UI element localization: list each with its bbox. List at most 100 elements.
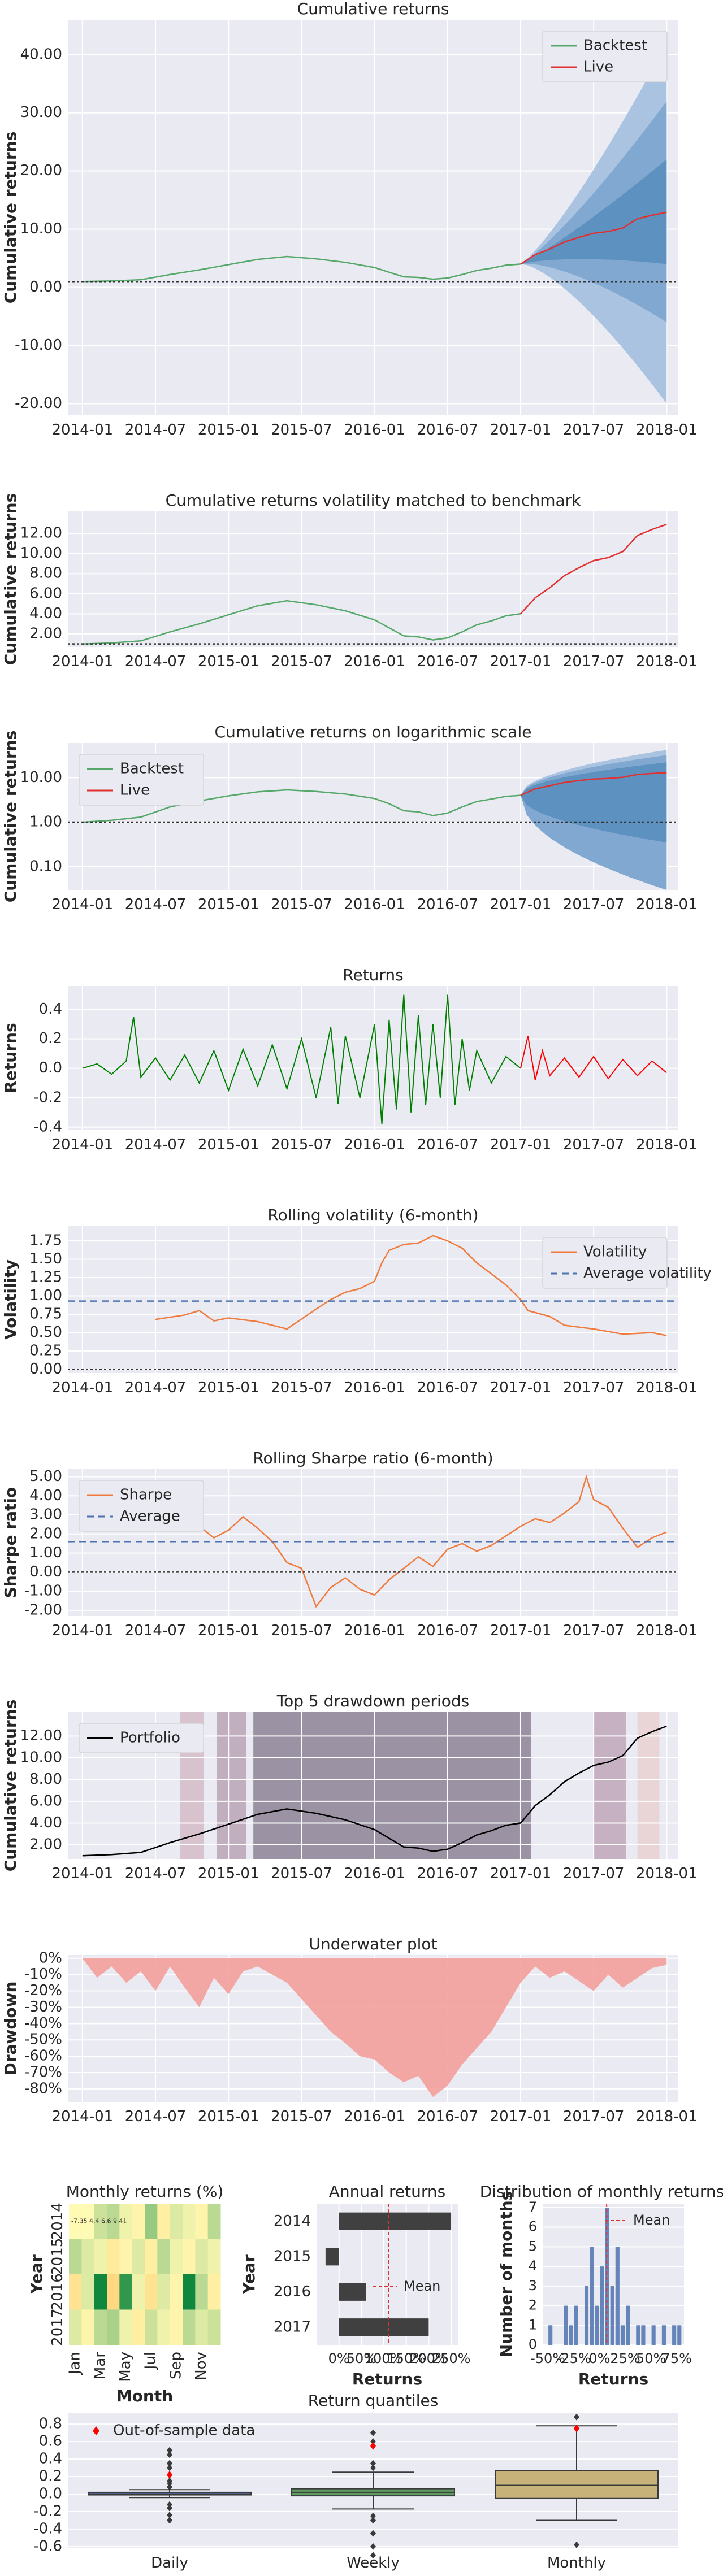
x-tick-label: 2018-01 [636, 1136, 698, 1153]
y-tick-label: 2015 [49, 2238, 66, 2275]
legend-label: Volatility [583, 1244, 647, 1261]
x-tick-label: 2016-01 [344, 1865, 405, 1882]
x-tick-label: 2017-01 [490, 896, 552, 913]
y-tick-label: -20% [24, 1982, 62, 1999]
y-tick-label: -0.4 [33, 1118, 62, 1135]
x-tick-label: 2017-07 [563, 422, 625, 438]
y-tick-label: 6 [529, 2219, 537, 2235]
legend-label: Mean [633, 2212, 670, 2228]
y-tick-label: -10% [24, 1966, 62, 1983]
y-tick-label: 1.50 [29, 1250, 62, 1267]
histogram-bar [677, 2325, 682, 2345]
series-line-backtest [82, 255, 521, 283]
y-tick-label: 2.00 [29, 1525, 62, 1542]
x-tick-label: 2015-01 [198, 653, 259, 670]
x-tick-label: 2016-01 [344, 1136, 405, 1153]
series-line-live [520, 523, 667, 615]
y-tick-label: 0.25 [29, 1343, 62, 1359]
panel-cumvol: 2014-01 2014-07 2015-01 2015-07 2016-01 2016-… [1, 491, 698, 670]
y-tick-label: 0.0 [39, 2486, 62, 2503]
annual-bar [339, 2318, 429, 2336]
panel-quantiles: -0.6-0.4-0.20.00.20.40.60.8 Daily Weekly Mo… [33, 2391, 678, 2571]
heatmap-cell [69, 2204, 82, 2239]
y-tick-label: 2016 [274, 2283, 311, 2300]
heatmap-cell [157, 2274, 171, 2310]
y-tick-label: 0.4 [39, 1001, 62, 1018]
x-tick-label: 2015-01 [198, 896, 259, 913]
heatmap-cell [145, 2309, 158, 2345]
heatmap-cell [157, 2309, 171, 2345]
box-outlier [370, 2464, 376, 2471]
y-tick-label: 2016 [49, 2273, 66, 2310]
x-axis-label: Month [116, 2387, 173, 2405]
y-tick-label: 0.00 [29, 279, 62, 296]
x-tick-label: 2015-07 [271, 1379, 332, 1396]
box-outlier [370, 2543, 376, 2550]
x-tick-label: 2014-01 [52, 422, 114, 438]
box-outlier [167, 2501, 172, 2508]
heatmap-cell [132, 2239, 145, 2275]
y-tick-label: 2014 [274, 2213, 311, 2230]
y-tick-label: 30.00 [20, 104, 62, 121]
x-tick-label: 2014-01 [52, 896, 114, 913]
panel-annual: 0%50%100%150%200%250% 2014 2015 2016 2017 Mea… [240, 2182, 470, 2388]
heatmap-cell [207, 2204, 221, 2239]
chart-title: Distribution of monthly returns [480, 2182, 723, 2201]
box-outlier [574, 2413, 579, 2421]
drawdown-period-band [594, 1712, 626, 1859]
x-tick-label: Jul [142, 2352, 159, 2370]
y-tick-label: 0.4 [39, 2451, 62, 2468]
heatmap-cell [107, 2309, 120, 2345]
box-outlier [167, 2451, 172, 2458]
series-line-portfolio [82, 1725, 667, 1857]
y-tick-label: 0.10 [29, 858, 62, 875]
x-tick-label: Jan [67, 2352, 84, 2375]
y-axis-label: Sharpe ratio [1, 1487, 20, 1598]
heatmap-cell [195, 2274, 209, 2310]
legend-label: Sharpe [120, 1487, 172, 1504]
out-of-sample-point [370, 2442, 376, 2450]
x-tick-label: 2016-07 [417, 896, 478, 913]
x-tick-label: 2015-01 [198, 422, 259, 438]
x-tick-label: 2016-07 [417, 2108, 478, 2125]
x-tick-label: 2016-07 [417, 1622, 478, 1639]
x-tick-label: 2014-01 [52, 1865, 114, 1882]
y-tick-label: 0.50 [29, 1324, 62, 1341]
heatmap-cell [81, 2309, 95, 2345]
x-tick-label: 2016-01 [344, 422, 405, 438]
y-tick-label: 10.00 [20, 545, 62, 562]
y-axis-label: Cumulative returns [1, 493, 20, 666]
y-tick-label: -2.00 [24, 1601, 62, 1618]
box-outlier [370, 2517, 376, 2524]
histogram-bar [661, 2325, 666, 2345]
histogram-bar [636, 2325, 640, 2345]
y-tick-label: 0.2 [39, 2468, 62, 2485]
heatmap-cell [107, 2239, 120, 2275]
y-tick-label: 8.00 [29, 1771, 62, 1788]
x-tick-label: 2017-07 [563, 653, 625, 670]
x-axis-label: Returns [352, 2370, 422, 2388]
panel-rollvol: 2014-01 2014-07 2015-01 2015-07 2016-01 2016-… [1, 1206, 712, 1396]
y-tick-label: 10.00 [20, 1749, 62, 1766]
box-monthly [495, 2470, 659, 2499]
x-tick-label: 2018-01 [636, 2108, 698, 2125]
heatmap-cell [94, 2274, 107, 2310]
x-tick-label: 2014-07 [125, 1136, 187, 1153]
y-tick-label: 2015 [274, 2248, 311, 2265]
box-outlier [167, 2464, 172, 2471]
x-tick-label: 2016-01 [344, 1379, 405, 1396]
y-tick-label: 40.00 [20, 46, 62, 63]
x-tick-label: 2017-01 [490, 1865, 552, 1882]
y-tick-label: 12.00 [20, 1727, 62, 1744]
forecast-cone-band [521, 159, 667, 264]
heatmap-cell [145, 2239, 158, 2275]
y-tick-label: 10.00 [20, 220, 62, 237]
histogram-bar [574, 2305, 578, 2345]
y-tick-label: 0.8 [39, 2416, 62, 2432]
x-tick-label: 2015-07 [271, 653, 332, 670]
x-tick-label: 2014-01 [52, 653, 114, 670]
x-tick-label: Nov [193, 2352, 210, 2380]
histogram-bar [625, 2305, 630, 2345]
heatmap-cell [107, 2274, 120, 2310]
